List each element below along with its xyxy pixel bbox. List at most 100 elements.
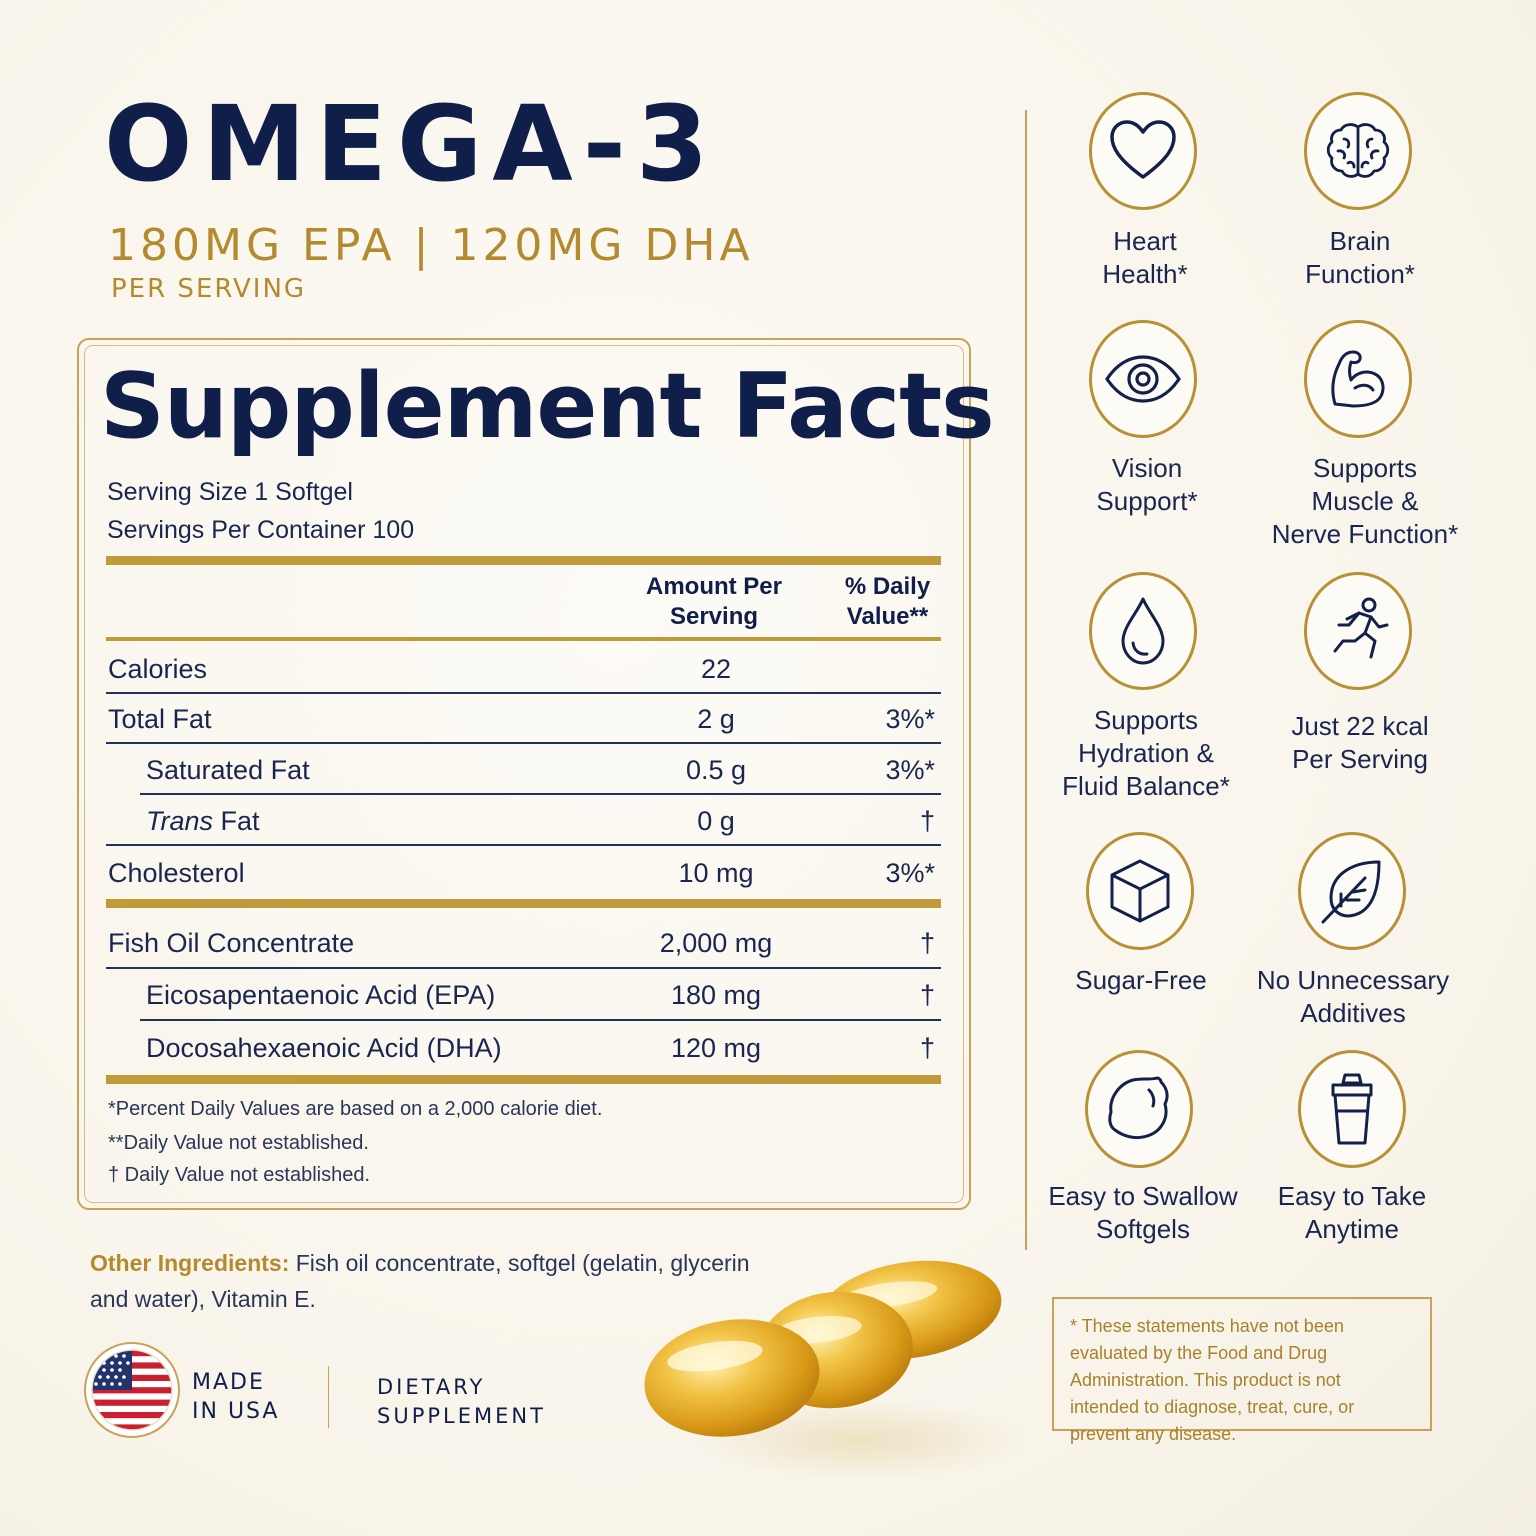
per-serving-label: PER SERVING bbox=[111, 274, 307, 304]
droplet-icon bbox=[1089, 572, 1197, 690]
benefit-line: Easy to Swallow bbox=[1048, 1181, 1238, 1211]
benefit-label: Just 22 kcal Per Serving bbox=[1230, 710, 1490, 776]
benefit-line: Supports bbox=[1312, 453, 1418, 483]
nutrient-amount: 180 mg bbox=[670, 980, 762, 1010]
table-row: Eicosapentaenoic Acid (EPA) 180 mg † bbox=[106, 980, 941, 1020]
row-divider bbox=[106, 692, 941, 694]
row-divider bbox=[106, 844, 941, 846]
facts-divider-middle bbox=[106, 899, 941, 908]
fda-disclaimer: * These statements have not been evaluat… bbox=[1052, 1297, 1432, 1444]
column-header-daily-value: % Daily Value** bbox=[830, 572, 945, 632]
benefit-line: Function* bbox=[1305, 259, 1415, 289]
nutrient-dv: † bbox=[919, 928, 935, 958]
other-ingredients-label: Other Ingredients: bbox=[90, 1250, 290, 1276]
column-header-dv-line1: % Daily bbox=[844, 573, 931, 600]
benefit-label: Supports Muscle & Nerve Function* bbox=[1235, 452, 1495, 551]
benefit-line: Supports bbox=[1093, 705, 1199, 735]
column-header-amount-line1: Amount Per bbox=[645, 573, 782, 600]
benefit-label: Heart Health* bbox=[1015, 225, 1275, 291]
nutrient-name: Docosahexaenoic Acid (DHA) bbox=[146, 1033, 502, 1063]
facts-divider-bottom bbox=[106, 1075, 941, 1084]
benefit-line: Vision bbox=[1111, 453, 1183, 483]
benefit-label: Easy to Swallow Softgels bbox=[1013, 1180, 1273, 1246]
benefit-label: Sugar-Free bbox=[1011, 964, 1271, 997]
nutrient-name: Eicosapentaenoic Acid (EPA) bbox=[146, 980, 496, 1010]
dose-subtitle: 180MG EPA | 120MG DHA bbox=[108, 220, 754, 271]
table-row: Trans Fat 0 g † bbox=[106, 806, 941, 846]
table-row: Calories 22 bbox=[106, 654, 941, 694]
benefit-line: Nerve Function* bbox=[1271, 519, 1459, 549]
usa-flag-icon bbox=[84, 1342, 180, 1438]
benefit-line: Additives bbox=[1300, 998, 1406, 1028]
facts-divider-top bbox=[106, 556, 941, 565]
dietary-supplement-label: DIETARY SUPPLEMENT bbox=[377, 1373, 546, 1431]
benefit-line: Sugar-Free bbox=[1075, 965, 1207, 995]
nutrient-name-italic: Trans bbox=[146, 806, 214, 836]
row-divider bbox=[140, 1019, 941, 1021]
runner-icon bbox=[1304, 572, 1412, 690]
table-row: Cholesterol 10 mg 3%* bbox=[106, 858, 941, 898]
badge-divider bbox=[328, 1366, 329, 1428]
nutrient-amount: 10 mg bbox=[678, 858, 754, 888]
nutrient-name: Trans Fat bbox=[146, 806, 260, 837]
nutrient-amount: 0 g bbox=[697, 806, 735, 836]
table-row: Total Fat 2 g 3%* bbox=[106, 704, 941, 744]
benefit-line: Muscle & bbox=[1311, 486, 1419, 516]
facts-panel-border bbox=[77, 338, 971, 1210]
footnote: **Daily Value not established. bbox=[108, 1132, 369, 1154]
product-title: OMEGA-3 bbox=[104, 83, 719, 205]
nutrient-amount: 0.5 g bbox=[685, 755, 747, 785]
benefit-line: Heart bbox=[1113, 226, 1177, 256]
column-header-dv-line2: Value** bbox=[846, 603, 929, 630]
row-divider bbox=[106, 742, 941, 744]
nutrient-name-rest: Fat bbox=[213, 806, 260, 836]
brain-icon bbox=[1304, 92, 1412, 210]
facts-panel-inner-border bbox=[84, 345, 964, 1203]
benefit-line: Fluid Balance* bbox=[1062, 771, 1230, 801]
nutrient-dv: † bbox=[919, 1033, 935, 1063]
benefit-label: No Unnecessary Additives bbox=[1223, 964, 1483, 1030]
shaker-icon bbox=[1298, 1050, 1406, 1168]
benefit-line: Health* bbox=[1102, 259, 1188, 289]
table-row: Saturated Fat 0.5 g 3%* bbox=[106, 755, 941, 795]
benefit-line: Brain bbox=[1329, 226, 1391, 256]
nutrient-dv: † bbox=[919, 806, 935, 836]
row-divider bbox=[140, 793, 941, 795]
nutrient-amount: 2 g bbox=[697, 704, 735, 734]
dietary-line1: DIETARY bbox=[377, 1375, 486, 1399]
dietary-line2: SUPPLEMENT bbox=[377, 1404, 546, 1428]
table-row: Docosahexaenoic Acid (DHA) 120 mg † bbox=[106, 1033, 941, 1073]
lemon-icon bbox=[1085, 1050, 1193, 1168]
footnote: *Percent Daily Values are based on a 2,0… bbox=[108, 1098, 603, 1120]
nutrient-amount: 2,000 mg bbox=[659, 928, 773, 958]
heart-icon bbox=[1089, 92, 1197, 210]
benefit-line: Just 22 kcal bbox=[1291, 711, 1429, 741]
benefit-line: No Unnecessary bbox=[1256, 965, 1450, 995]
eye-icon bbox=[1089, 320, 1197, 438]
serving-size: Serving Size 1 Softgel bbox=[107, 478, 353, 506]
row-divider bbox=[106, 967, 941, 969]
muscle-icon bbox=[1304, 320, 1412, 438]
column-header-amount: Amount Per Serving bbox=[616, 572, 812, 632]
facts-title: Supplement Facts bbox=[100, 354, 995, 459]
benefit-line: Anytime bbox=[1305, 1214, 1399, 1244]
nutrient-name: Saturated Fat bbox=[146, 755, 310, 785]
servings-per-container: Servings Per Container 100 bbox=[107, 516, 415, 544]
vertical-divider bbox=[1025, 110, 1027, 1250]
leaf-icon bbox=[1298, 832, 1406, 950]
column-header-amount-line2: Serving bbox=[669, 603, 759, 630]
benefit-label: Easy to Take Anytime bbox=[1222, 1180, 1482, 1246]
nutrient-dv: 3%* bbox=[885, 755, 935, 785]
nutrient-dv: † bbox=[919, 980, 935, 1010]
nutrient-name: Fish Oil Concentrate bbox=[108, 928, 355, 958]
nutrient-dv: 3%* bbox=[885, 858, 935, 888]
made-line1: MADE bbox=[192, 1370, 265, 1395]
facts-divider-header bbox=[106, 637, 941, 641]
benefit-label: Vision Support* bbox=[1017, 452, 1277, 518]
footnote: † Daily Value not established. bbox=[108, 1164, 371, 1186]
nutrient-amount: 22 bbox=[700, 654, 732, 684]
made-line2: IN USA bbox=[192, 1399, 280, 1424]
nutrient-amount: 120 mg bbox=[670, 1033, 762, 1063]
cube-icon bbox=[1086, 832, 1194, 950]
made-in-usa-label: MADE IN USA bbox=[192, 1368, 279, 1426]
